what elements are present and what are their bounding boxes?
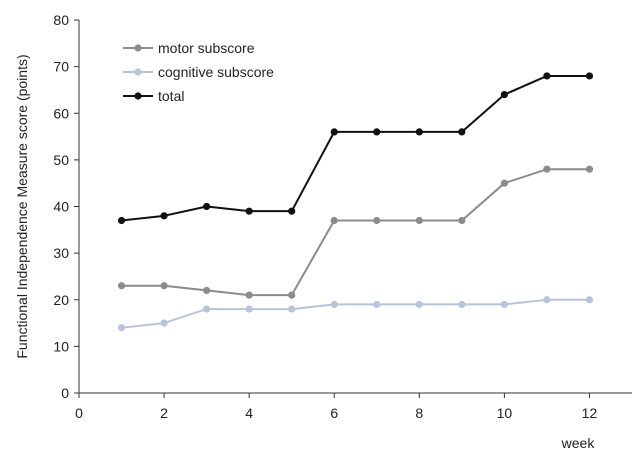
legend-marker [134, 44, 142, 52]
data-point [203, 305, 211, 313]
series-line [121, 298, 590, 329]
x-ticks: 0 2 4 6 8 10 12 [75, 393, 597, 421]
x-tick-label: 8 [415, 405, 423, 421]
legend-marker [134, 68, 142, 76]
data-point [543, 72, 551, 80]
legend-item: cognitive subscore [123, 64, 274, 80]
data-point [543, 165, 551, 173]
data-point [203, 286, 211, 295]
y-tick-label: 40 [53, 199, 69, 215]
data-point [117, 282, 126, 290]
legend-item: motor subscore [123, 40, 255, 56]
x-axis-title: week [561, 435, 596, 451]
data-point [585, 72, 594, 80]
y-tick-label: 50 [53, 152, 69, 168]
y-axis-title: Functional Independence Measure score (p… [14, 54, 30, 358]
data-point [288, 305, 296, 313]
x-tick-label: 0 [75, 405, 83, 421]
x-tick-label: 12 [582, 405, 598, 421]
data-point [160, 319, 168, 327]
series-layer [117, 72, 594, 332]
x-tick-label: 2 [160, 405, 168, 421]
data-point [288, 291, 296, 299]
data-point [117, 216, 126, 225]
series-motor-subscore [117, 165, 594, 299]
legend-label: cognitive subscore [158, 64, 274, 80]
x-tick-label: 10 [497, 405, 513, 421]
data-point [415, 216, 423, 225]
data-point [543, 296, 551, 304]
data-point [330, 128, 338, 136]
data-point [500, 91, 508, 99]
data-point [373, 300, 381, 309]
legend-label: motor subscore [158, 40, 255, 56]
data-point [373, 216, 381, 225]
y-tick-label: 10 [53, 338, 69, 354]
data-point [415, 128, 423, 136]
data-point [330, 300, 338, 309]
data-point [160, 282, 168, 290]
data-point [330, 216, 338, 225]
series-cognitive-subscore [117, 296, 594, 332]
legend: motor subscore cognitive subscore total [123, 40, 274, 104]
legend-label: total [158, 88, 184, 104]
legend-marker [134, 92, 142, 100]
data-point [245, 207, 253, 215]
data-point [203, 202, 211, 211]
data-point [500, 300, 508, 309]
data-point [245, 291, 253, 299]
series-line [121, 74, 590, 222]
y-tick-label: 20 [53, 292, 69, 308]
y-tick-label: 80 [53, 12, 69, 28]
y-tick-label: 60 [53, 105, 69, 121]
y-tick-label: 70 [53, 59, 69, 75]
x-tick-label: 4 [245, 405, 253, 421]
data-point [415, 300, 423, 309]
data-point [585, 165, 594, 173]
y-tick-label: 0 [61, 385, 69, 401]
y-tick-label: 30 [53, 245, 69, 261]
data-point [585, 296, 594, 304]
data-point [245, 305, 253, 313]
legend-item: total [123, 88, 184, 104]
data-point [288, 207, 296, 215]
series-total [117, 72, 594, 225]
data-point [373, 128, 381, 136]
data-point [458, 128, 466, 136]
data-point [500, 179, 508, 187]
series-line [121, 168, 590, 297]
data-point [458, 300, 466, 309]
x-tick-label: 6 [330, 405, 338, 421]
y-ticks: 0 10 20 30 40 50 60 70 80 [53, 12, 79, 401]
data-point [160, 212, 168, 220]
data-point [117, 324, 126, 332]
data-point [458, 216, 466, 225]
